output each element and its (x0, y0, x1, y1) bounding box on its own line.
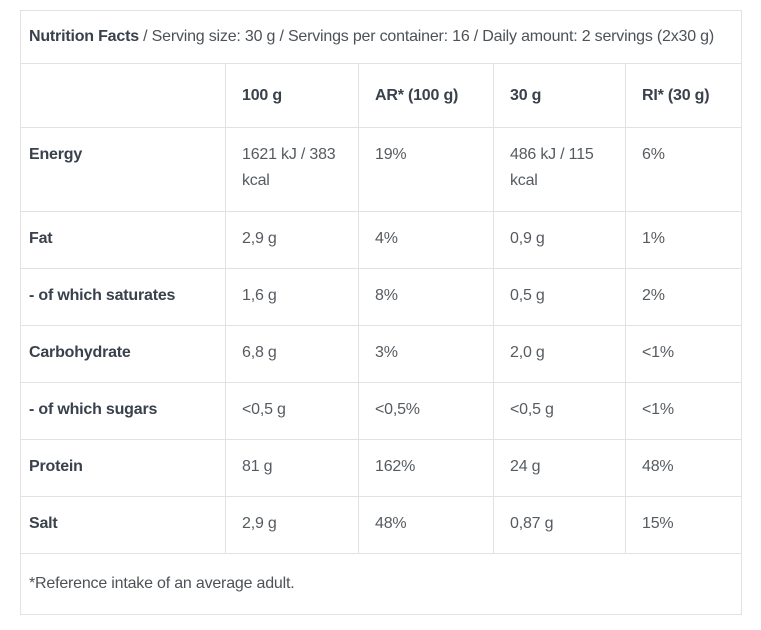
cell-100g: 6,8 g (225, 325, 359, 383)
cell-ri-30g: 6% (624, 127, 743, 212)
cell-100g: 1,6 g (225, 268, 359, 326)
cell-30g: 2,0 g (493, 325, 626, 383)
cell-ar-100g: 48% (358, 496, 494, 554)
row-label: Fat (20, 211, 226, 269)
cell-ri-30g: 15% (624, 496, 743, 554)
column-header-100g: 100 g (225, 63, 359, 128)
cell-ri-30g: <1% (624, 325, 743, 383)
cell-30g: 0,5 g (493, 268, 626, 326)
row-label: Carbohydrate (20, 325, 226, 383)
table-title-bold: Nutrition Facts (29, 28, 139, 45)
footnote-row: *Reference intake of an average adult. (19, 553, 743, 615)
cell-ar-100g: 8% (358, 268, 494, 326)
cell-ar-100g: 162% (358, 439, 494, 497)
cell-ri-30g: <1% (624, 382, 743, 440)
table-row-fat: Fat 2,9 g 4% 0,9 g 1% (20, 211, 743, 269)
row-label: Salt (20, 496, 226, 554)
row-label: Protein (20, 439, 226, 497)
cell-100g: 1621 kJ / 383 kcal (225, 127, 359, 212)
cell-30g: 0,9 g (493, 211, 626, 269)
footnote: *Reference intake of an average adult. (19, 553, 743, 615)
table-title: Nutrition Facts / Serving size: 30 g / S… (19, 10, 743, 64)
cell-100g: 81 g (225, 439, 359, 497)
table-row-protein: Protein 81 g 162% 24 g 48% (20, 439, 743, 497)
cell-100g: 2,9 g (225, 211, 359, 269)
cell-ar-100g: 19% (358, 127, 494, 212)
nutrition-table: Nutrition Facts / Serving size: 30 g / S… (19, 10, 743, 615)
cell-30g: 24 g (493, 439, 626, 497)
table-row-sugars: - of which sugars <0,5 g <0,5% <0,5 g <1… (20, 382, 743, 440)
row-label: Energy (20, 127, 226, 212)
column-header-ar-100g: AR* (100 g) (358, 63, 494, 128)
table-title-rest: / Serving size: 30 g / Servings per cont… (138, 28, 714, 45)
cell-30g: <0,5 g (493, 382, 626, 440)
cell-ar-100g: <0,5% (358, 382, 494, 440)
cell-30g: 486 kJ / 115 kcal (493, 127, 626, 212)
column-header-30g: 30 g (493, 63, 626, 128)
cell-100g: 2,9 g (225, 496, 359, 554)
row-label: - of which sugars (20, 382, 226, 440)
table-row-energy: Energy 1621 kJ / 383 kcal 19% 486 kJ / 1… (20, 127, 743, 212)
table-row-carbohydrate: Carbohydrate 6,8 g 3% 2,0 g <1% (20, 325, 743, 383)
cell-ar-100g: 3% (358, 325, 494, 383)
cell-ri-30g: 48% (624, 439, 743, 497)
table-row-saturates: - of which saturates 1,6 g 8% 0,5 g 2% (20, 268, 743, 326)
cell-ri-30g: 2% (624, 268, 743, 326)
column-header-ri-30g: RI* (30 g) (624, 63, 743, 128)
column-header-row: 100 g AR* (100 g) 30 g RI* (30 g) (20, 63, 743, 128)
column-header-blank (20, 63, 226, 128)
table-row-salt: Salt 2,9 g 48% 0,87 g 15% (20, 496, 743, 554)
cell-ri-30g: 1% (624, 211, 743, 269)
table-title-row: Nutrition Facts / Serving size: 30 g / S… (19, 10, 743, 64)
cell-100g: <0,5 g (225, 382, 359, 440)
cell-ar-100g: 4% (358, 211, 494, 269)
cell-30g: 0,87 g (493, 496, 626, 554)
row-label: - of which saturates (20, 268, 226, 326)
